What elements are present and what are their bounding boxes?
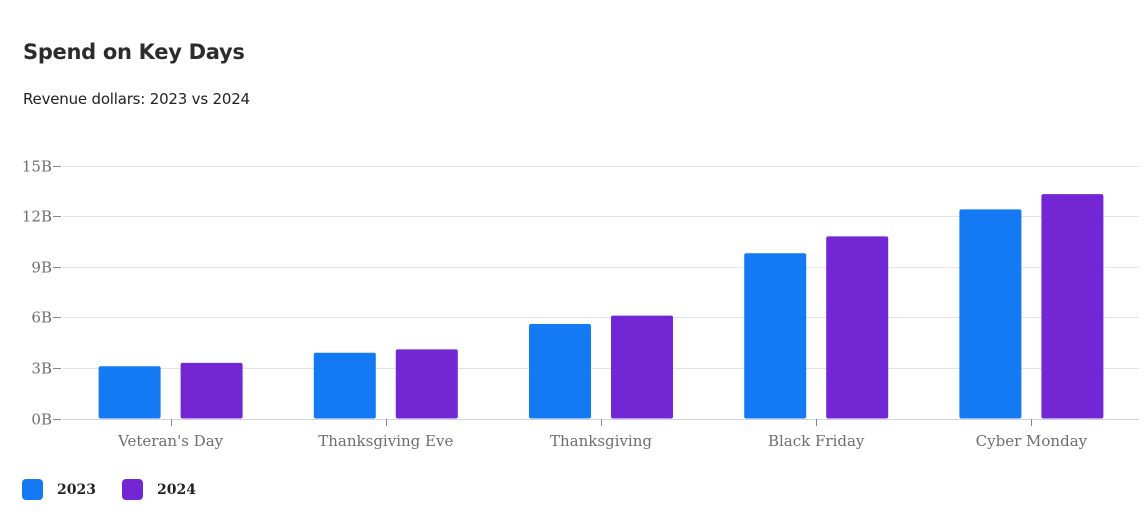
bar-black-friday-2024 (826, 236, 889, 419)
y-tick-label-6B: 6B (31, 309, 52, 327)
legend-swatch-2023 (22, 479, 43, 500)
legend: 2023 2024 (22, 479, 222, 500)
bar-veteran-s-day-2023 (98, 366, 161, 419)
y-tick-label-15B: 15B (22, 158, 52, 176)
bar-thanksgiving-2024 (611, 315, 673, 419)
bar-cyber-monday-2024 (1041, 194, 1104, 419)
y-tick-label-9B: 9B (31, 259, 52, 277)
legend-item-2023[interactable]: 2023 (22, 479, 96, 500)
x-tick-label-cyber-monday: Cyber Monday (976, 432, 1088, 450)
y-tick-label-0B: 0B (31, 411, 52, 429)
y-tick-label-12B: 12B (22, 208, 52, 226)
bar-veteran-s-day-2024 (180, 362, 243, 419)
bar-thanksgiving-eve-2023 (313, 352, 376, 419)
chart-title: Spend on Key Days (23, 40, 245, 64)
bar-black-friday-2023 (744, 253, 807, 419)
legend-swatch-2024 (121, 479, 143, 500)
x-tick-label-black-friday: Black Friday (768, 432, 865, 450)
bar-cyber-monday-2023 (959, 209, 1022, 419)
x-tick-label-veteran-s-day: Veteran's Day (117, 432, 224, 450)
chart-subtitle: Revenue dollars: 2023 vs 2024 (23, 90, 250, 108)
x-tick-label-thanksgiving-eve: Thanksgiving Eve (318, 432, 453, 450)
x-tick-label-thanksgiving: Thanksgiving (550, 432, 652, 450)
bar-thanksgiving-eve-2024 (395, 349, 458, 419)
legend-label-2023: 2023 (57, 481, 96, 498)
legend-item-2024[interactable]: 2024 (121, 479, 196, 500)
y-tick-label-3B: 3B (31, 360, 52, 378)
bar-thanksgiving-2023 (529, 324, 591, 419)
legend-label-2024: 2024 (156, 481, 196, 498)
